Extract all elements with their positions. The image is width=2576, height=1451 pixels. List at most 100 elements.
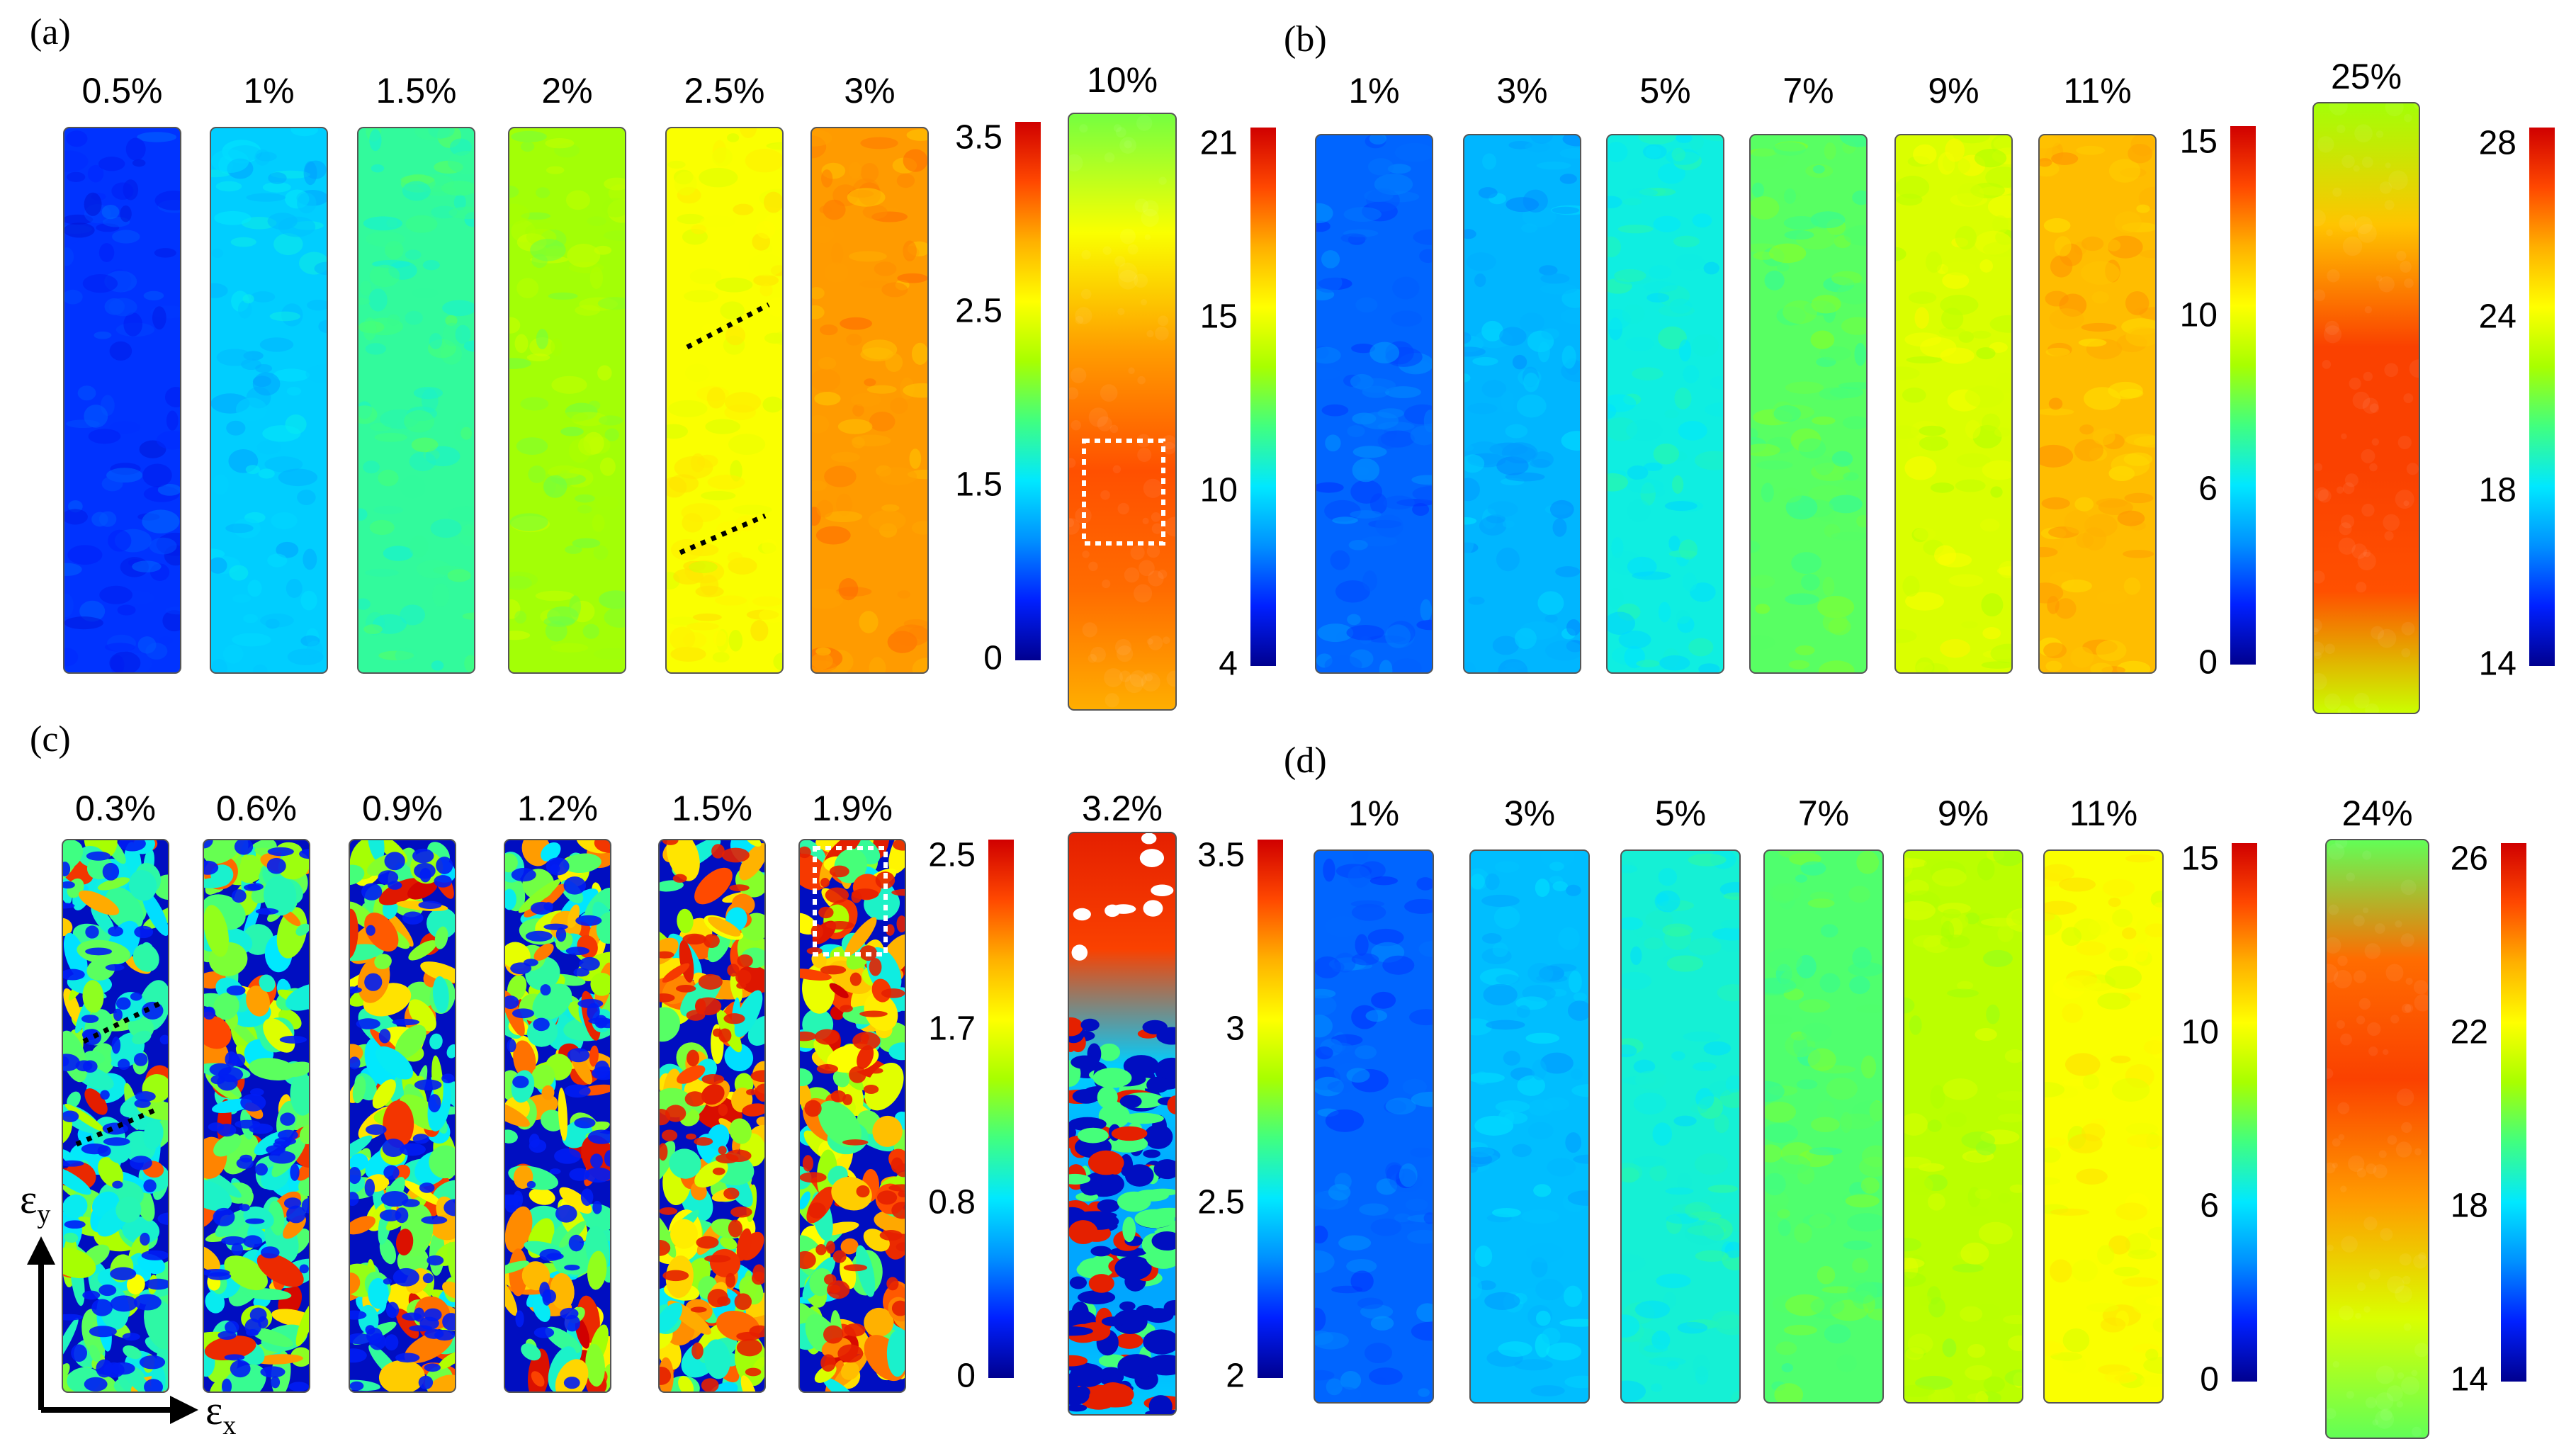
strain-label: 3%: [1496, 71, 1547, 111]
strain-strip-b-0-outline: [1315, 134, 1433, 674]
colorbar-b-tick: 15: [2180, 123, 2218, 161]
colorbar-c: [988, 840, 1014, 1378]
strain-strip-b-3-outline: [1749, 134, 1868, 674]
strain-strip-a-2-outline: [357, 127, 475, 674]
big-colorbar-c-tick: 2.5: [1197, 1184, 1245, 1221]
strain-strip-b-1-outline: [1463, 134, 1581, 674]
strain-label: 5%: [1655, 794, 1706, 833]
strain-strip-d-1: [1470, 850, 1589, 1403]
y-arrow-head: [27, 1236, 55, 1265]
colorbar-a-tick: 2.5: [955, 293, 1002, 330]
strain-strip-d-2-outline: [1620, 849, 1741, 1404]
strain-strip-b-1: [1464, 135, 1581, 673]
strain-label: 1%: [243, 71, 294, 111]
panel-c: (c)0.3% 0.6% 0.9% 1.2% 1.5% 1.9% 2.5 1.7 0.8 0 3.2…: [30, 719, 1283, 1416]
colorbar-b-tick: 10: [2180, 297, 2218, 334]
strain-strip-a-4: [666, 128, 783, 673]
big-colorbar-c-tick: 3: [1226, 1010, 1245, 1048]
colorbar-d-tick: 10: [2181, 1014, 2219, 1051]
colorbar-d-tick: 15: [2181, 840, 2219, 878]
shear-band-line: [82, 1000, 163, 1044]
panel-a: (a) 0.5% 1% 1.5% 2% 2.5% 3% 3.5 2.5 1.5 0 10% 21 15 10…: [30, 12, 1276, 711]
region-of-interest-box: [813, 846, 888, 956]
strain-strip-b-4-outline: [1894, 134, 2013, 674]
strain-strip-a-0-outline: [63, 127, 181, 674]
strain-strip-a-3: [509, 128, 626, 673]
strain-label: 1.5%: [376, 71, 457, 111]
colorbar-a: [1015, 122, 1041, 660]
strain-strip-d-0: [1314, 850, 1433, 1403]
shear-band-line: [686, 302, 770, 350]
big-colorbar-c: [1258, 840, 1283, 1378]
strain-label: 0.6%: [216, 789, 297, 828]
colorbar-b-tick: 6: [2198, 470, 2218, 508]
strain-strip-b-5: [2039, 135, 2156, 673]
strain-strip-a-1: [210, 128, 327, 673]
strain-label: 7%: [1783, 71, 1834, 111]
strain-strip-c-1: [203, 840, 310, 1392]
strain-label: 2.5%: [684, 71, 765, 111]
colorbar-a-tick: 3.5: [955, 119, 1002, 157]
big-colorbar-c-tick: 2: [1226, 1357, 1245, 1395]
strain-label: 9%: [1928, 71, 1979, 111]
big-colorbar-b-tick: 24: [2479, 298, 2516, 336]
strain-label: 5%: [1639, 71, 1690, 111]
strain-strip-d-1-outline: [1469, 849, 1590, 1404]
strain-strip-d-0-outline: [1314, 849, 1434, 1404]
big-colorbar-a: [1250, 128, 1276, 666]
big-strain-strip-a: [1068, 113, 1176, 710]
strain-strip-d-3: [1764, 850, 1883, 1403]
big-strain-strip-b-outline: [2312, 102, 2420, 714]
colorbar-b: [2230, 126, 2256, 665]
big-colorbar-b-tick: 14: [2479, 645, 2516, 683]
strain-strip-a-4-outline: [665, 127, 784, 674]
strain-label: 1.2%: [517, 789, 598, 828]
big-strain-label: 3.2%: [1082, 789, 1163, 828]
strain-axes: εy εx: [20, 1176, 236, 1440]
panel-d: (d) 1% 3% 5% 7% 9% 11% 15 10 6 0 24% 26 22 18 14: [1284, 740, 2526, 1439]
colorbar-c-tick: 0.8: [928, 1184, 976, 1221]
big-strain-label: 25%: [2331, 57, 2402, 96]
strain-strip-c-1-outline: [203, 839, 310, 1393]
colorbar-a-tick: 0: [983, 640, 1002, 677]
panel-label-d: (d): [1284, 740, 1327, 781]
strain-strip-b-2-outline: [1606, 134, 1724, 674]
big-colorbar-b-tick: 18: [2479, 472, 2516, 509]
strain-label: 1%: [1348, 71, 1399, 111]
colorbar-d-tick: 0: [2200, 1361, 2219, 1399]
strain-strip-c-0: [62, 840, 169, 1392]
strain-label: 9%: [1938, 794, 1989, 833]
strain-label: 1%: [1348, 794, 1399, 833]
strain-label: 2%: [541, 71, 592, 111]
strain-strip-b-3: [1750, 135, 1867, 673]
big-strain-label: 10%: [1087, 60, 1158, 100]
colorbar-c-tick: 0: [956, 1357, 976, 1395]
y-axis-label: εy: [20, 1176, 50, 1229]
colorbar-a-tick: 1.5: [955, 466, 1002, 504]
strain-strip-a-3-outline: [508, 127, 626, 674]
big-colorbar-d-tick: 26: [2451, 840, 2488, 878]
big-colorbar-b-tick: 28: [2479, 125, 2516, 162]
strain-strip-b-4: [1895, 135, 2012, 673]
x-axis-label: εx: [205, 1387, 236, 1440]
strain-label: 7%: [1798, 794, 1849, 833]
strain-strip-d-5: [2044, 850, 2163, 1403]
strain-label: 3%: [844, 71, 895, 111]
strain-strip-d-3-outline: [1763, 849, 1884, 1404]
strain-label: 1.9%: [812, 789, 893, 828]
big-strain-strip-c-outline: [1068, 832, 1177, 1416]
strain-strip-d-4: [1904, 850, 2023, 1403]
big-strain-strip-c: [1068, 832, 1176, 1415]
strain-strip-a-0: [64, 128, 181, 673]
strain-strip-b-0: [1316, 135, 1433, 673]
big-colorbar-d-tick: 22: [2451, 1014, 2488, 1051]
strain-strip-b-2: [1607, 135, 1724, 673]
strain-strip-c-0-outline: [62, 839, 169, 1393]
panel-label-c: (c): [30, 719, 71, 760]
big-colorbar-d: [2501, 843, 2526, 1382]
big-colorbar-a-tick: 21: [1200, 125, 1238, 162]
x-arrow-head: [170, 1396, 198, 1424]
strain-strip-a-2: [358, 128, 475, 673]
strain-strip-c-2: [349, 840, 456, 1392]
